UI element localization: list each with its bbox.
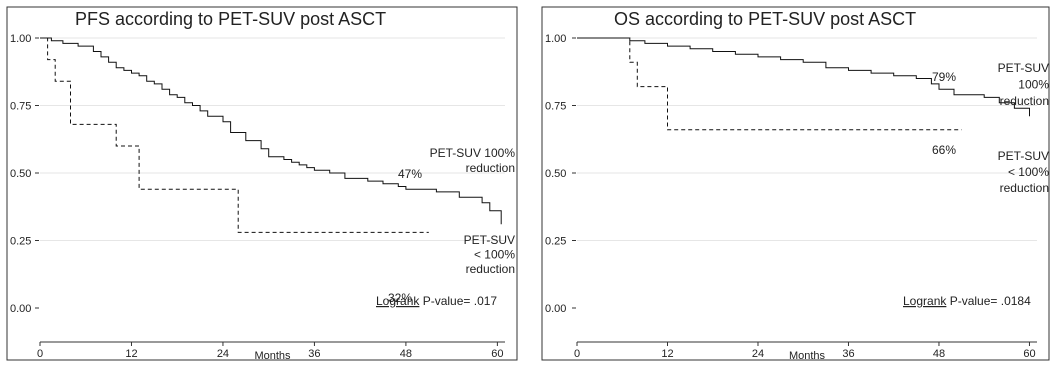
solid-series-label: PET-SUV: [998, 61, 1049, 75]
pvalue-value: P-value= .0184: [946, 294, 1031, 308]
logrank-label: Logrank: [376, 294, 420, 308]
dashed-series-label: PET-SUV: [998, 149, 1049, 163]
x-tick-label: 48: [400, 348, 412, 360]
pvalue-text: Logrank P-value= .0184: [903, 294, 1031, 308]
x-tick-label: 12: [661, 348, 673, 360]
series-line-solid: [577, 37, 1030, 117]
chart-title: OS according to PET-SUV post ASCT: [614, 9, 916, 29]
plot-frame: [541, 6, 1050, 361]
x-tick-label: 0: [37, 348, 43, 360]
dashed-series-label: PET-SUV: [464, 233, 515, 247]
solid-series-label: 100%: [1018, 78, 1049, 92]
y-tick-label: 0.00: [545, 303, 566, 315]
series-line-dashed: [40, 37, 429, 233]
x-axis-label: Months: [789, 350, 826, 362]
x-tick-label: 12: [125, 348, 137, 360]
dashed-percent-label: 32%: [388, 291, 412, 305]
dashed-series-label: reduction: [1000, 181, 1049, 195]
dashed-series-label: < 100%: [474, 248, 515, 262]
dashed-percent-label: 66%: [932, 143, 956, 157]
km-panel-2: OS according to PET-SUV post ASCT 0.00 0.2…: [541, 6, 1050, 362]
plot-frame: [6, 6, 518, 361]
x-tick-label: 60: [1023, 348, 1035, 360]
x-tick-label: 36: [842, 348, 854, 360]
y-tick-label: 0.50: [545, 168, 566, 180]
y-tick-label: 1.00: [10, 33, 31, 45]
logrank-label: Logrank: [903, 294, 947, 308]
solid-series-label: reduction: [1000, 94, 1049, 108]
pvalue-text: Logrank P-value= .017: [376, 294, 497, 308]
x-tick-label: 36: [308, 348, 320, 360]
y-tick-label: 0.75: [545, 101, 566, 113]
x-axis-label: Months: [254, 350, 291, 362]
solid-series-label: PET-SUV 100%: [430, 146, 516, 160]
y-tick-label: 0.25: [545, 236, 566, 248]
chart-title: PFS according to PET-SUV post ASCT: [75, 9, 386, 29]
series-line-dashed: [577, 37, 962, 131]
dashed-series-label: < 100%: [1008, 165, 1049, 179]
solid-percent-label: 79%: [932, 70, 956, 84]
x-tick-label: 24: [217, 348, 229, 360]
x-tick-label: 48: [933, 348, 945, 360]
y-tick-label: 0.00: [10, 303, 31, 315]
dashed-series-label: reduction: [466, 262, 515, 276]
y-tick-label: 0.25: [10, 236, 31, 248]
y-tick-label: 0.75: [10, 101, 31, 113]
x-tick-label: 60: [491, 348, 503, 360]
km-panel-1: PFS according to PET-SUV post ASCT 0.00 0.…: [6, 6, 518, 362]
y-tick-label: 1.00: [545, 33, 566, 45]
solid-series-label: reduction: [466, 161, 515, 175]
pvalue-value: P-value= .017: [419, 294, 497, 308]
solid-percent-label: 47%: [398, 167, 422, 181]
y-tick-label: 0.50: [10, 168, 31, 180]
series-line-solid: [40, 37, 502, 225]
x-tick-label: 0: [574, 348, 580, 360]
x-tick-label: 24: [752, 348, 764, 360]
